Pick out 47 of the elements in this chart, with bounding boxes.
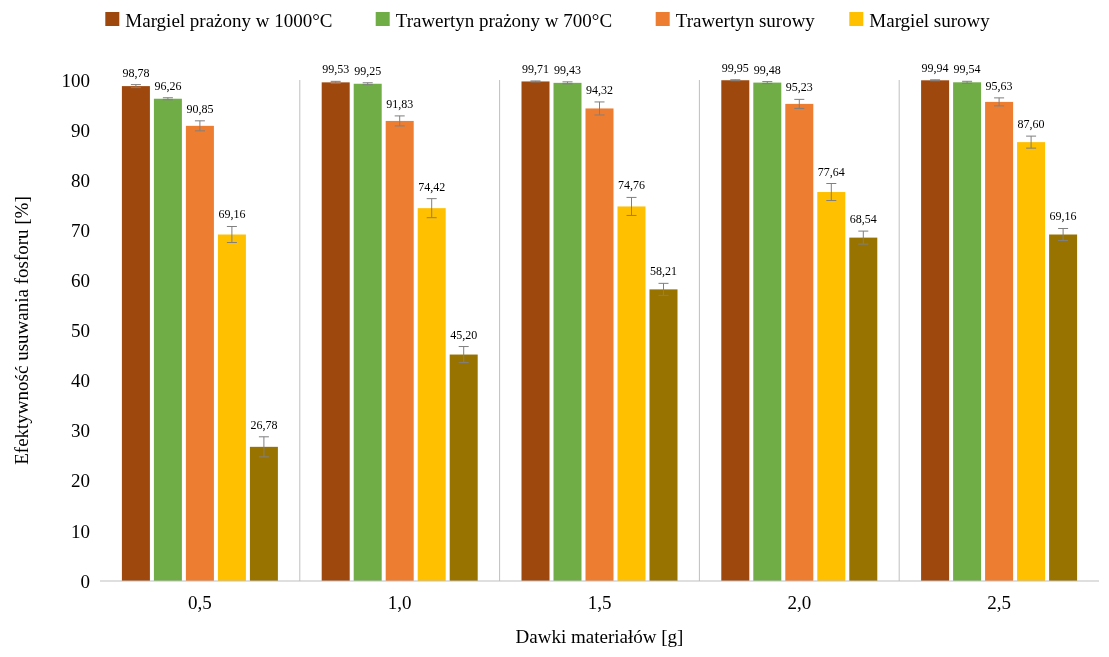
data-label: 90,85: [186, 101, 214, 116]
y-tick-label: 20: [71, 470, 90, 492]
data-label: 99,95: [721, 60, 749, 75]
data-label: 95,63: [985, 78, 1013, 93]
data-label: 77,64: [817, 164, 845, 179]
data-label: 96,26: [154, 78, 182, 93]
y-tick-label: 80: [71, 169, 90, 191]
data-label: 45,20: [450, 327, 478, 342]
y-tick-label: 40: [71, 370, 90, 392]
data-label: 99,25: [354, 63, 382, 78]
y-axis-title: Efektywność usuwania fosforu [%]: [11, 196, 32, 465]
x-tick-label: 1,0: [387, 592, 412, 613]
legend-label: Margiel prażony w 1000°C: [125, 9, 333, 31]
y-tick-label: 70: [71, 219, 90, 241]
data-label: 26,78: [250, 417, 278, 432]
y-tick-label: 50: [71, 320, 90, 342]
y-tick-label: 90: [71, 119, 90, 141]
data-label: 74,76: [618, 178, 645, 193]
x-tick-label: 0,5: [188, 592, 212, 613]
data-label: 99,43: [554, 62, 581, 77]
x-tick-label: 2,5: [987, 592, 1011, 613]
x-tick-label: 2,0: [787, 592, 812, 613]
x-tick-label: 1,5: [587, 592, 612, 613]
y-tick-label: 100: [61, 69, 90, 91]
data-label: 98,78: [122, 65, 150, 80]
data-label: 69,16: [218, 207, 246, 222]
y-tick-label: 10: [71, 520, 90, 542]
data-label: 68,54: [849, 212, 877, 227]
data-label: 99,53: [322, 62, 350, 77]
legend-label: Trawertyn surowy: [675, 9, 816, 31]
data-label: 99,71: [522, 61, 549, 76]
data-label: 95,23: [785, 80, 813, 95]
data-label: 58,21: [650, 264, 677, 279]
legend-label: Margiel surowy: [869, 9, 991, 31]
y-tick-label: 30: [71, 420, 90, 442]
data-label: 91,83: [386, 96, 414, 111]
data-label: 87,60: [1017, 117, 1045, 132]
data-label: 94,32: [586, 82, 613, 97]
data-label: 99,48: [753, 62, 781, 77]
data-label: 99,54: [953, 62, 981, 77]
data-label: 69,16: [1049, 209, 1077, 224]
y-tick-label: 0: [80, 570, 90, 592]
data-label: 99,94: [921, 60, 949, 75]
data-label: 74,42: [418, 179, 446, 194]
y-tick-label: 60: [71, 270, 90, 292]
x-axis-title: Dawki materiałów [g]: [515, 626, 684, 647]
legend-label: Trawertyn prażony w 700°C: [395, 9, 613, 31]
